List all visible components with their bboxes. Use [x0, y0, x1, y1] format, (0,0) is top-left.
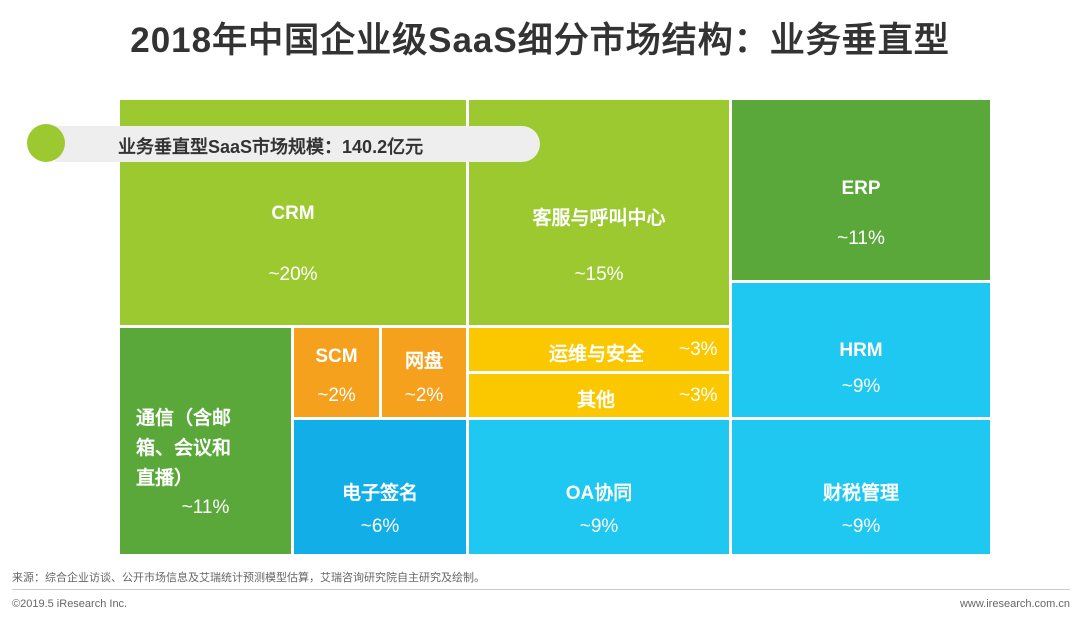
website-link[interactable]: www.iresearch.com.cn: [959, 598, 1070, 610]
cell-oa: OA协同 ~9%: [469, 420, 729, 554]
callout-dot-icon: [27, 124, 65, 162]
cell-value: ~15%: [574, 264, 624, 285]
cell-customer-service: 客服与呼叫中心 ~15%: [469, 100, 729, 325]
copyright: ©2019.5 iResearch Inc.: [12, 598, 128, 610]
cell-label: 其他: [577, 390, 616, 411]
cell-label: 运维与安全: [549, 344, 645, 365]
source-note: 来源：综合企业访谈、公开市场信息及艾瑞统计预测模型估算，艾瑞咨询研究院自主研究及…: [12, 572, 485, 584]
cell-value: ~2%: [317, 385, 356, 406]
cell-value: ~20%: [268, 264, 318, 285]
cell-erp: ERP ~11%: [732, 100, 990, 280]
cell-netdisk: 网盘 ~2%: [382, 328, 466, 417]
cell-label: OA协同: [565, 483, 633, 504]
cell-value: ~3%: [679, 339, 718, 360]
cell-label: 客服与呼叫中心: [532, 208, 666, 229]
cell-label: HRM: [839, 340, 883, 361]
cell-label: SCM: [315, 346, 358, 367]
market-size-callout: [55, 126, 540, 162]
cell-label: CRM: [271, 203, 315, 224]
cell-communication: 通信（含邮箱、会议和直播） ~11%: [120, 328, 291, 554]
cell-value: ~9%: [579, 516, 619, 537]
cell-ops-security: 运维与安全 ~3%: [469, 328, 729, 371]
chart-title: 2018年中国企业级SaaS细分市场结构：业务垂直型: [130, 21, 950, 60]
cell-value: ~2%: [404, 385, 444, 406]
cell-label: 电子签名: [341, 483, 418, 504]
cell-other: 其他 ~3%: [469, 374, 729, 417]
market-size-text: 业务垂直型SaaS市场规模：140.2亿元: [118, 137, 424, 157]
cell-value: ~9%: [841, 376, 881, 397]
cell-value: ~11%: [837, 228, 885, 249]
cell-label: ERP: [841, 178, 881, 199]
cell-value: ~11%: [181, 497, 230, 518]
cell-value: ~9%: [841, 516, 881, 537]
cell-finance-tax: 财税管理 ~9%: [732, 420, 990, 554]
cell-value: ~3%: [679, 385, 718, 406]
cell-label: 财税管理: [822, 483, 899, 504]
footer-divider: [12, 589, 1070, 590]
cell-label: 通信（含邮箱、会议和直播）: [136, 408, 232, 489]
cell-hrm: HRM ~9%: [732, 283, 990, 417]
cell-value: ~6%: [360, 516, 400, 537]
cell-scm: SCM ~2%: [294, 328, 379, 417]
cell-label: 网盘: [404, 351, 443, 372]
cell-e-signature: 电子签名 ~6%: [294, 420, 466, 554]
